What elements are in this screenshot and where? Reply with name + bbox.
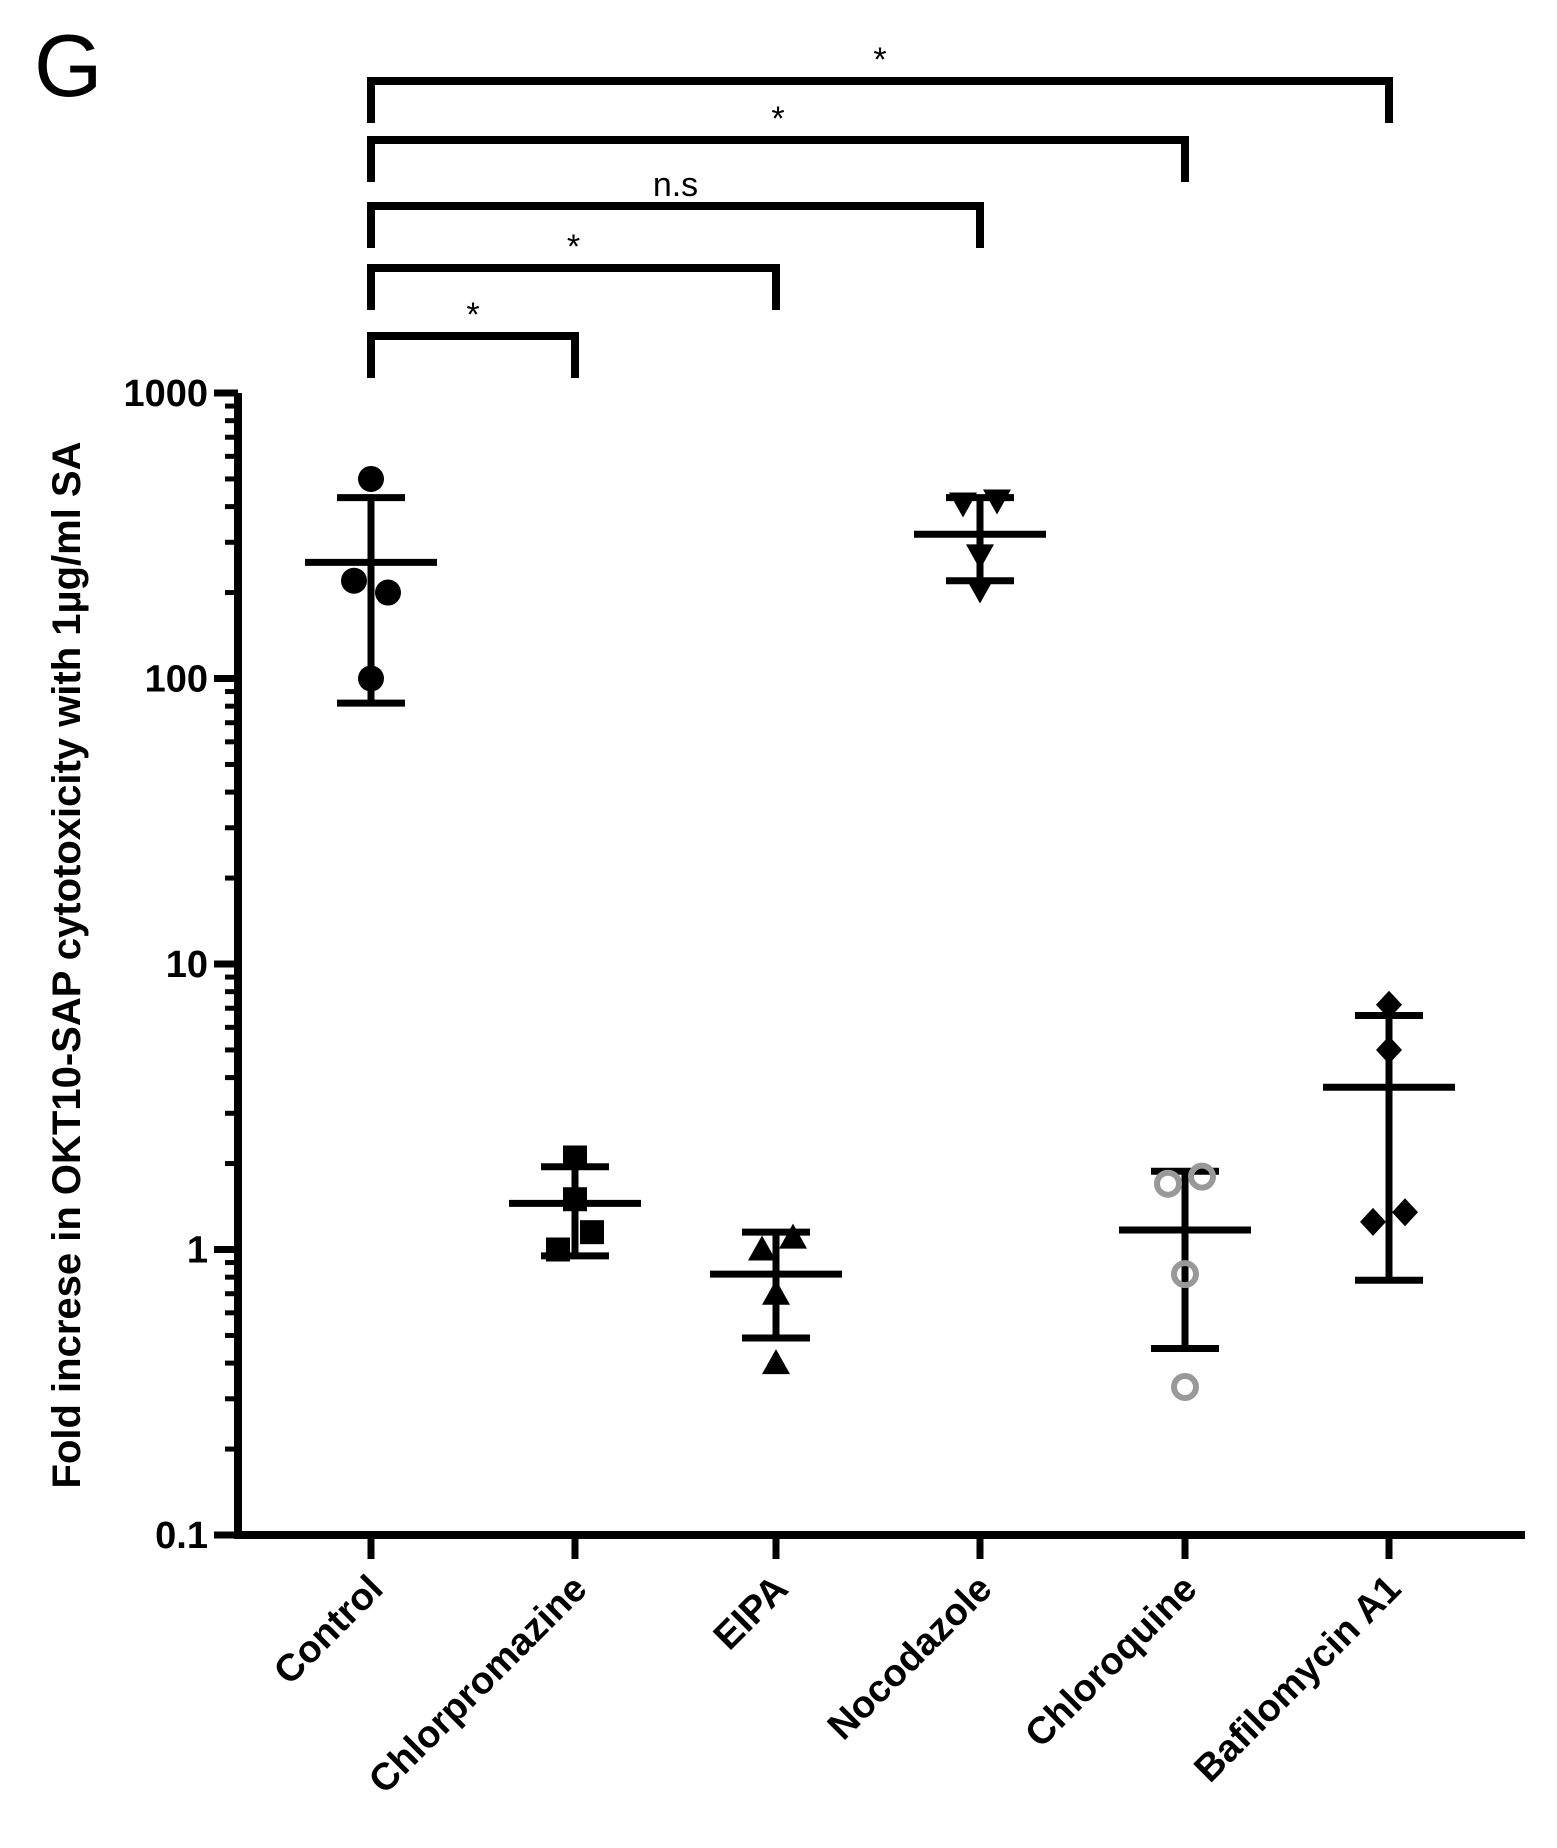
data-point <box>341 567 367 594</box>
group-chlorpromazine <box>509 1145 641 1262</box>
data-point <box>966 544 994 570</box>
bracket-line <box>367 264 780 310</box>
panel-letter: G <box>34 16 103 115</box>
data-point <box>563 1187 587 1212</box>
data-marks <box>305 465 1455 1401</box>
group-eipa <box>710 1223 842 1375</box>
y-tick-label: 0.1 <box>155 1515 208 1557</box>
data-point <box>358 465 384 492</box>
data-point <box>949 492 977 518</box>
significance-label: * <box>771 100 784 138</box>
data-point <box>748 1235 776 1261</box>
significance-label: * <box>873 41 886 79</box>
data-point <box>1188 1162 1216 1191</box>
x-tick-label: Chlorpromazine <box>361 1568 595 1802</box>
data-point <box>966 578 994 604</box>
data-point <box>762 1279 790 1305</box>
data-point <box>1154 1169 1182 1198</box>
y-axis-label: Fold increse in OKT10-SAP cytotoxicity w… <box>45 442 89 1489</box>
x-tick-label: EIPA <box>706 1568 796 1658</box>
data-point <box>1171 1260 1199 1289</box>
data-point <box>983 489 1011 515</box>
significance-bracket: * <box>367 296 579 378</box>
data-point <box>779 1223 807 1249</box>
significance-label: * <box>567 228 580 266</box>
x-tick-label: Control <box>266 1568 391 1693</box>
group-nocodazole <box>914 489 1046 604</box>
significance-bracket: * <box>367 228 780 310</box>
group-control <box>305 465 437 707</box>
y-tick-label: 100 <box>145 659 208 701</box>
data-point <box>762 1349 790 1375</box>
significance-label: n.s <box>653 166 698 204</box>
data-point <box>546 1237 570 1262</box>
bracket-line <box>367 332 579 378</box>
data-point <box>1376 990 1402 1019</box>
significance-brackets: * * n.s * * <box>367 41 1393 378</box>
data-point <box>1376 1035 1402 1064</box>
y-tick-label: 1000 <box>123 373 208 415</box>
bracket-line <box>367 136 1189 182</box>
group-chloroquine <box>1119 1162 1251 1401</box>
x-tick-label: Chloroquine <box>1017 1568 1205 1756</box>
data-point <box>1360 1207 1386 1236</box>
y-tick-label: 10 <box>166 944 208 986</box>
group-bafilomycin-a1 <box>1323 990 1455 1284</box>
data-point <box>580 1220 604 1245</box>
x-tick-label: Nocodazole <box>820 1568 1000 1748</box>
significance-bracket: n.s <box>367 166 984 248</box>
data-point <box>375 579 401 606</box>
data-point <box>358 665 384 692</box>
y-tick-label: 1 <box>187 1230 208 1272</box>
data-point <box>563 1145 587 1170</box>
significance-bracket: * <box>367 41 1393 123</box>
data-point <box>1171 1372 1199 1401</box>
significance-label: * <box>466 296 479 334</box>
bracket-line <box>367 202 984 248</box>
x-tick-label: Bafilomycin A1 <box>1187 1568 1410 1791</box>
bracket-line <box>367 77 1393 123</box>
data-point <box>1392 1198 1418 1227</box>
significance-bracket: * <box>367 100 1189 182</box>
